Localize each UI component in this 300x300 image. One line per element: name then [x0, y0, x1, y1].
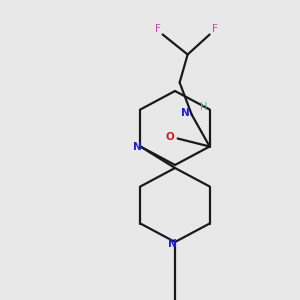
Text: F: F — [212, 23, 218, 34]
Text: N: N — [181, 107, 190, 118]
Text: O: O — [165, 131, 174, 142]
Text: F: F — [155, 23, 161, 34]
Text: H: H — [200, 101, 207, 112]
Text: N: N — [168, 239, 176, 249]
Text: N: N — [133, 142, 142, 152]
